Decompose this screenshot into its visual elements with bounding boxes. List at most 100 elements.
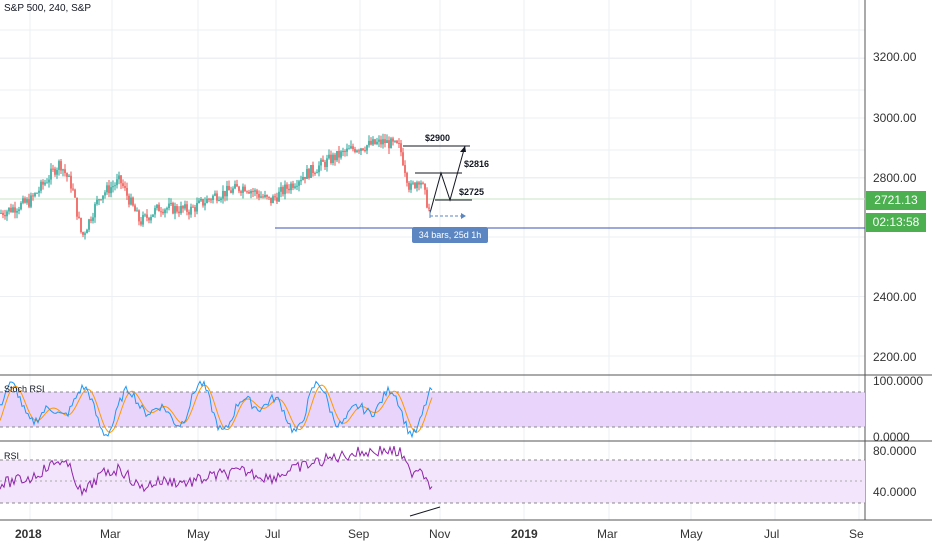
candle-body <box>220 198 222 201</box>
candle-body <box>394 140 396 142</box>
candle-body <box>270 197 272 204</box>
candle-body <box>310 165 312 178</box>
candle-body <box>114 185 116 187</box>
candle-body <box>18 209 20 211</box>
candle-body <box>0 212 2 214</box>
candle-body <box>162 211 164 214</box>
date-range-label: 34 bars, 25d 1h <box>412 227 488 243</box>
candle-body <box>70 175 72 189</box>
candle-body <box>328 154 330 159</box>
symbol-title[interactable]: S&P 500, 240, S&P <box>4 3 92 14</box>
candle-body <box>252 191 254 193</box>
candle-body <box>400 143 402 153</box>
candle-body <box>88 219 90 230</box>
candle-body <box>234 184 236 189</box>
candle-body <box>240 191 242 193</box>
candle-body <box>360 148 362 151</box>
candle-body <box>422 182 424 184</box>
candle-body <box>326 158 328 168</box>
candle-body <box>36 192 38 194</box>
candle-body <box>122 183 124 187</box>
candle-body <box>250 191 252 194</box>
candle-body <box>46 182 48 184</box>
candle-body <box>72 188 74 190</box>
candle-body <box>392 138 394 142</box>
candle-body <box>414 182 416 188</box>
price-label-2400: 2400.00 <box>873 290 917 304</box>
candle-body <box>8 207 10 212</box>
candle-body <box>68 175 70 177</box>
candle-body <box>182 205 184 209</box>
bar-countdown-tag: 02:13:58 <box>866 213 926 232</box>
grid <box>0 0 932 521</box>
candle-body <box>334 154 336 161</box>
candle-body <box>202 199 204 206</box>
candle-body <box>364 150 366 152</box>
candle-body <box>52 168 54 170</box>
candle-body <box>90 219 92 221</box>
candle-body <box>148 217 150 221</box>
stoch-top-label: 100.0000 <box>873 374 924 388</box>
candle-body <box>266 194 268 197</box>
candle-body <box>230 190 232 193</box>
rsi-label[interactable]: RSI <box>4 451 20 461</box>
candle-body <box>286 184 288 189</box>
last-price-tag: 2721.13 <box>866 191 926 210</box>
candle-body <box>308 168 310 178</box>
candle-body <box>374 139 376 144</box>
candle-body <box>6 211 8 217</box>
drawings[interactable] <box>403 145 472 219</box>
candle-body <box>112 186 114 188</box>
candle-body <box>160 211 162 213</box>
range-arrow <box>461 213 466 219</box>
candle-body <box>356 150 358 152</box>
candle-body <box>108 185 110 194</box>
candle-body <box>198 200 200 204</box>
candle-body <box>376 141 378 144</box>
candle-body <box>312 165 314 174</box>
candle-body <box>172 203 174 214</box>
candle-body <box>98 199 100 201</box>
candle-body <box>10 207 12 212</box>
candle-body <box>154 208 156 215</box>
candle-body <box>54 168 56 175</box>
arrow-head <box>460 146 466 152</box>
candle-body <box>408 182 410 190</box>
candle-body <box>350 146 352 149</box>
candle-body <box>298 181 300 186</box>
stoch-bottom-label: 0.0000 <box>873 430 910 444</box>
candle-body <box>212 195 214 201</box>
candle-body <box>346 148 348 152</box>
candle-body <box>276 197 278 202</box>
candle-body <box>210 199 212 201</box>
rsi-line <box>0 445 433 497</box>
candle-body <box>330 154 332 164</box>
candle-body <box>26 199 28 203</box>
candle-body <box>136 210 138 212</box>
candle-body <box>56 169 58 175</box>
time-label-may-2019: May <box>680 527 703 541</box>
stoch-rsi-label[interactable]: Stoch RSI <box>4 384 45 394</box>
candle-body <box>348 148 350 150</box>
candle-body <box>140 221 142 225</box>
candle-body <box>272 196 274 204</box>
candle-body <box>232 188 234 193</box>
candle-body <box>384 139 386 144</box>
stoch-band <box>0 392 865 427</box>
rsi-divergence-line <box>409 506 441 517</box>
time-label-nov: Nov <box>429 527 451 541</box>
projected-path <box>429 145 466 214</box>
candle-body <box>44 182 46 185</box>
time-label-mar-2019: Mar <box>597 527 618 541</box>
candle-body <box>226 185 228 197</box>
candle-body <box>378 139 380 142</box>
candle-body <box>24 198 26 203</box>
candle-body <box>60 161 62 171</box>
candle-body <box>268 196 270 198</box>
candle-body <box>344 151 346 153</box>
candle-body <box>66 173 68 177</box>
candle-body <box>62 169 64 171</box>
candle-body <box>282 187 284 195</box>
candle-body <box>398 142 400 144</box>
